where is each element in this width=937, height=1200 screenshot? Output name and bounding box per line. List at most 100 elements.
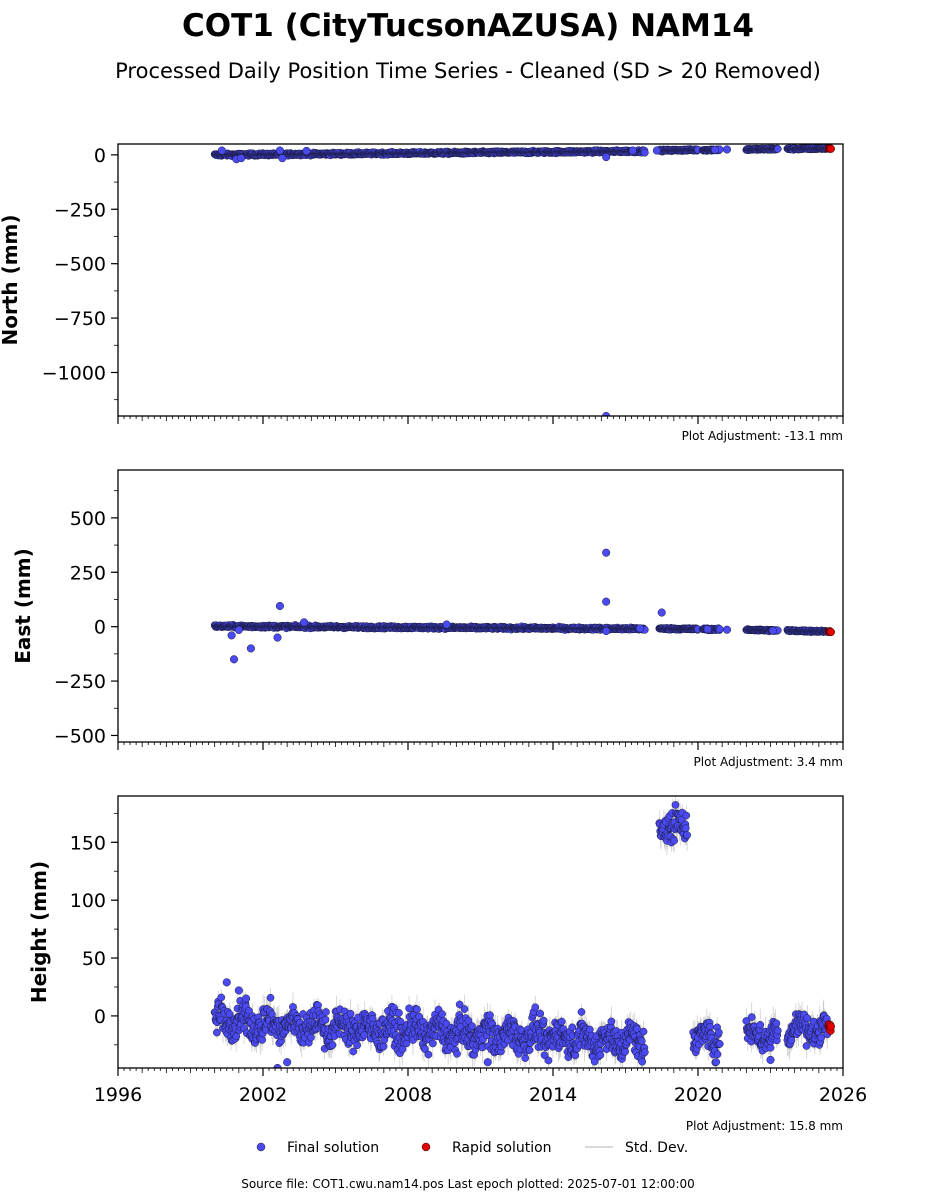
final-point bbox=[421, 1045, 429, 1053]
outlier-point bbox=[602, 153, 611, 162]
final-point bbox=[773, 145, 782, 153]
outlier-point bbox=[278, 154, 287, 163]
outlier-point bbox=[246, 644, 255, 653]
final-point bbox=[460, 1005, 469, 1013]
final-point bbox=[402, 1039, 411, 1048]
outlier-point bbox=[229, 655, 239, 664]
outlier-point bbox=[442, 620, 451, 629]
rapid-solution-points bbox=[824, 627, 835, 637]
final-solution-points bbox=[210, 144, 832, 416]
panel-frame bbox=[117, 469, 844, 743]
final-point bbox=[395, 1009, 403, 1017]
rapid-point bbox=[826, 627, 835, 637]
outlier-point bbox=[703, 625, 712, 634]
outlier-point bbox=[227, 631, 236, 640]
final-point bbox=[307, 1033, 315, 1042]
y-ticks: 0 −250 −500 −750 −1000 bbox=[42, 145, 118, 401]
y-tick-label: 500 bbox=[70, 508, 106, 530]
outlier-point bbox=[275, 601, 284, 611]
final-point bbox=[424, 1050, 433, 1059]
outlier-point bbox=[652, 146, 661, 155]
final-point bbox=[486, 1011, 494, 1020]
outlier-point bbox=[657, 608, 666, 617]
outlier-point bbox=[602, 626, 611, 636]
final-point bbox=[322, 1008, 330, 1016]
y-tick-label: −250 bbox=[54, 671, 106, 693]
final-point bbox=[266, 993, 275, 1002]
rapid-solution-points bbox=[824, 144, 835, 153]
final-point bbox=[531, 1003, 540, 1012]
panel-plot-area bbox=[210, 796, 835, 1068]
outlier-point bbox=[710, 145, 719, 154]
panels: 0 −250 −500 −750 −1000 North (mm) Plot Adjustm… bbox=[0, 143, 867, 1133]
final-point bbox=[453, 1049, 461, 1058]
y-axis-label: North (mm) bbox=[0, 214, 22, 345]
final-point bbox=[715, 625, 724, 633]
y-tick-label: −1000 bbox=[42, 362, 106, 384]
final-point bbox=[577, 1008, 586, 1016]
final-point bbox=[525, 1046, 534, 1054]
outlier-point bbox=[635, 624, 645, 633]
y-ticks: 500 250 0 −250 −500 bbox=[54, 490, 118, 747]
final-point bbox=[379, 1042, 388, 1051]
final-point bbox=[245, 1006, 253, 1015]
final-point bbox=[321, 1015, 330, 1024]
y-tick-label: −750 bbox=[54, 308, 106, 330]
panel-frame bbox=[117, 143, 844, 417]
outlier-point bbox=[722, 625, 732, 634]
final-point bbox=[536, 1009, 545, 1018]
outlier-point bbox=[302, 146, 311, 156]
y-tick-label: 0 bbox=[94, 145, 106, 167]
chart-subtitle: Processed Daily Position Time Series - C… bbox=[115, 59, 821, 83]
plot-adjustment-note: Plot Adjustment: -13.1 mm bbox=[682, 429, 843, 443]
panel-plot-area bbox=[210, 144, 835, 416]
outlier-point bbox=[602, 597, 611, 606]
final-point bbox=[353, 1041, 362, 1050]
outlier-point bbox=[273, 633, 282, 642]
final-point bbox=[213, 1028, 221, 1037]
final-solution-points bbox=[210, 548, 832, 664]
final-point bbox=[346, 1009, 355, 1018]
outlier-point bbox=[275, 146, 284, 155]
panel-0: 0 −250 −500 −750 −1000 North (mm) Plot Adjustm… bbox=[0, 143, 844, 443]
outlier-point bbox=[768, 626, 777, 635]
final-point bbox=[360, 1031, 369, 1039]
final-point bbox=[455, 1000, 464, 1009]
outlier-point bbox=[237, 154, 246, 163]
final-point bbox=[328, 1041, 337, 1049]
x-ticks bbox=[117, 742, 844, 750]
final-point bbox=[405, 1004, 413, 1013]
y-axis-label: East (mm) bbox=[11, 548, 35, 664]
y-tick-label: −500 bbox=[54, 725, 106, 747]
outlier-point bbox=[628, 146, 637, 155]
final-point bbox=[544, 1056, 553, 1065]
final-point bbox=[521, 1054, 530, 1062]
final-point bbox=[468, 1022, 476, 1030]
final-point bbox=[258, 1036, 267, 1044]
y-tick-label: 250 bbox=[70, 562, 106, 584]
final-point bbox=[232, 1032, 241, 1041]
outlier-point bbox=[217, 146, 226, 155]
chart-title: COT1 (CityTucsonAZUSA) NAM14 bbox=[182, 8, 754, 44]
plot-adjustment-note: Plot Adjustment: 3.4 mm bbox=[694, 755, 843, 769]
final-point bbox=[539, 1016, 548, 1025]
final-point bbox=[557, 1017, 566, 1026]
final-point bbox=[571, 1051, 580, 1060]
outlier-point bbox=[300, 618, 309, 627]
final-point bbox=[413, 1005, 421, 1014]
outlier-point bbox=[602, 411, 611, 416]
panel-1: 500 250 0 −250 −500 East (mm) Plot Adjustment:… bbox=[11, 469, 844, 769]
final-point bbox=[438, 1010, 446, 1018]
final-point bbox=[540, 1051, 549, 1060]
x-ticks bbox=[117, 416, 844, 424]
y-tick-label: −500 bbox=[54, 254, 106, 276]
final-point bbox=[217, 993, 226, 1002]
outlier-point bbox=[722, 145, 732, 154]
outlier-point bbox=[602, 548, 611, 557]
rapid-point bbox=[826, 144, 835, 153]
outlier-point bbox=[234, 625, 243, 634]
y-tick-label: −250 bbox=[54, 199, 106, 221]
final-point bbox=[640, 148, 649, 157]
